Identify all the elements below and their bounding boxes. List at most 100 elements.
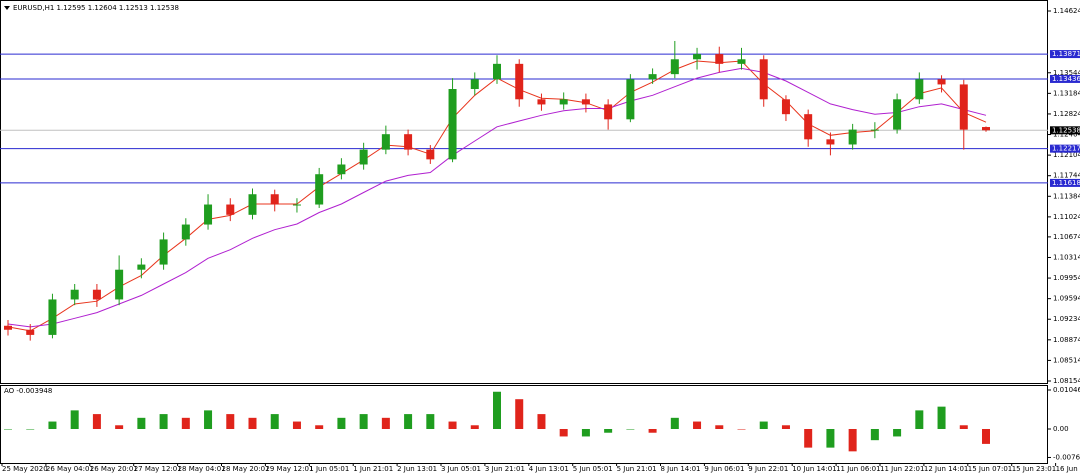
ao-bar <box>626 428 635 430</box>
moving-average <box>7 60 987 332</box>
ao-bar <box>870 428 879 441</box>
ao-bar <box>470 425 479 429</box>
main-frame <box>0 0 1048 384</box>
x-tick-label: 26 May 04:01 <box>46 465 94 473</box>
candle-body <box>693 54 702 60</box>
candle-body <box>670 59 679 75</box>
y-tick-label: 1.11024 <box>1053 213 1080 221</box>
menu-arrow <box>4 6 10 10</box>
candle-body <box>4 325 12 330</box>
candle-body <box>404 134 413 150</box>
price-line-label: 1.12217 <box>1052 145 1080 153</box>
candle-body <box>426 149 435 160</box>
x-tick-label: 28 May 20:01 <box>222 465 270 473</box>
candle-body <box>381 134 390 150</box>
x-tick-label: 9 Jun 06:01 <box>704 465 744 473</box>
y-tick-label: 1.13544 <box>1053 69 1080 77</box>
chart-title: EURUSD,H1 1.12595 1.12604 1.12513 1.1253… <box>13 4 179 12</box>
candle-body <box>537 99 546 105</box>
x-tick-label: 1 Jun 21:01 <box>353 465 393 473</box>
ao-bar <box>826 428 835 448</box>
candle-body <box>181 224 190 240</box>
price-line-label: 1.13436 <box>1052 75 1080 83</box>
candle-body <box>715 54 724 64</box>
candle-body <box>982 127 990 131</box>
ao-bar <box>381 417 390 429</box>
ao-bar <box>959 425 968 429</box>
x-tick-label: 29 May 12:01 <box>265 465 313 473</box>
candle-body <box>559 99 568 105</box>
candle-body <box>604 104 613 120</box>
x-tick-label: 11 Jun 22:01 <box>880 465 924 473</box>
price-line-label: 1.13871 <box>1052 50 1080 58</box>
y-tick-label: 1.12464 <box>1053 131 1080 139</box>
x-tick-label: 16 Jun 15:01 <box>1056 465 1080 473</box>
candle-body <box>115 269 124 300</box>
ao-bar <box>92 414 101 429</box>
y-tick-label: 1.09234 <box>1053 315 1080 323</box>
candle-body <box>48 299 57 335</box>
candle-body <box>959 84 968 130</box>
x-tick-label: 11 Jun 06:01 <box>836 465 880 473</box>
candle-body <box>826 139 835 145</box>
x-tick-label: 5 Jun 21:01 <box>617 465 657 473</box>
ao-bar <box>337 417 346 429</box>
ao-bar <box>604 428 613 433</box>
price-line-label: 1.11618 <box>1052 179 1080 187</box>
ao-bar <box>759 421 768 429</box>
ao-bar <box>404 414 413 429</box>
ao-bar <box>226 414 235 429</box>
candle-body <box>781 99 790 115</box>
candle-body <box>759 59 768 100</box>
candle-body <box>915 79 924 100</box>
candle-body <box>870 129 879 131</box>
ao-tick-label: 0.010469 <box>1053 386 1080 394</box>
ao-bar <box>292 421 301 429</box>
ao-bar <box>493 391 501 429</box>
candle-body <box>359 149 368 165</box>
ao-tick-label: 0.00 <box>1053 425 1069 433</box>
y-tick-label: 1.09594 <box>1053 295 1080 303</box>
ao-bar <box>937 406 946 429</box>
ao-bar <box>426 414 435 429</box>
candle-body <box>204 204 213 225</box>
ao-bar <box>715 425 724 429</box>
ao-bar <box>248 417 257 429</box>
x-tick-label: 26 May 20:01 <box>90 465 138 473</box>
x-tick-label: 8 Jun 14:01 <box>661 465 701 473</box>
candle-body <box>337 164 346 175</box>
y-tick-label: 1.08514 <box>1053 356 1080 364</box>
ao-frame <box>0 385 1048 464</box>
price-line-box <box>1050 144 1080 153</box>
x-tick-label: 3 Jun 21:01 <box>485 465 525 473</box>
x-tick-label: 25 May 2020 <box>2 465 48 473</box>
x-tick-label: 4 Jun 13:01 <box>529 465 569 473</box>
current-price-box <box>1050 126 1080 135</box>
ao-bar <box>181 417 190 429</box>
candle-body <box>159 239 168 265</box>
moving-average <box>7 67 987 328</box>
ao-bar <box>159 414 168 429</box>
candle-body <box>515 63 524 100</box>
candle-body <box>737 59 746 64</box>
candle-body <box>70 289 79 300</box>
x-tick-label: 15 Jun 23:01 <box>1012 465 1056 473</box>
candle-body <box>581 99 590 105</box>
ao-bar <box>693 421 702 429</box>
candle-body <box>893 99 902 130</box>
ao-bar <box>315 425 324 429</box>
ao-bar <box>915 410 924 429</box>
ao-bar <box>848 428 857 452</box>
x-tick-label: 5 Jun 05:01 <box>573 465 613 473</box>
candle-body <box>848 129 857 145</box>
candle-body <box>470 79 479 90</box>
ao-bar <box>804 428 813 448</box>
ao-bar <box>581 428 590 437</box>
ao-bar <box>270 414 279 429</box>
x-tick-label: 10 Jun 14:01 <box>792 465 836 473</box>
price-line-box <box>1050 50 1080 59</box>
ao-bar <box>204 410 213 429</box>
candle-body <box>448 89 457 160</box>
candle-body <box>648 74 657 80</box>
